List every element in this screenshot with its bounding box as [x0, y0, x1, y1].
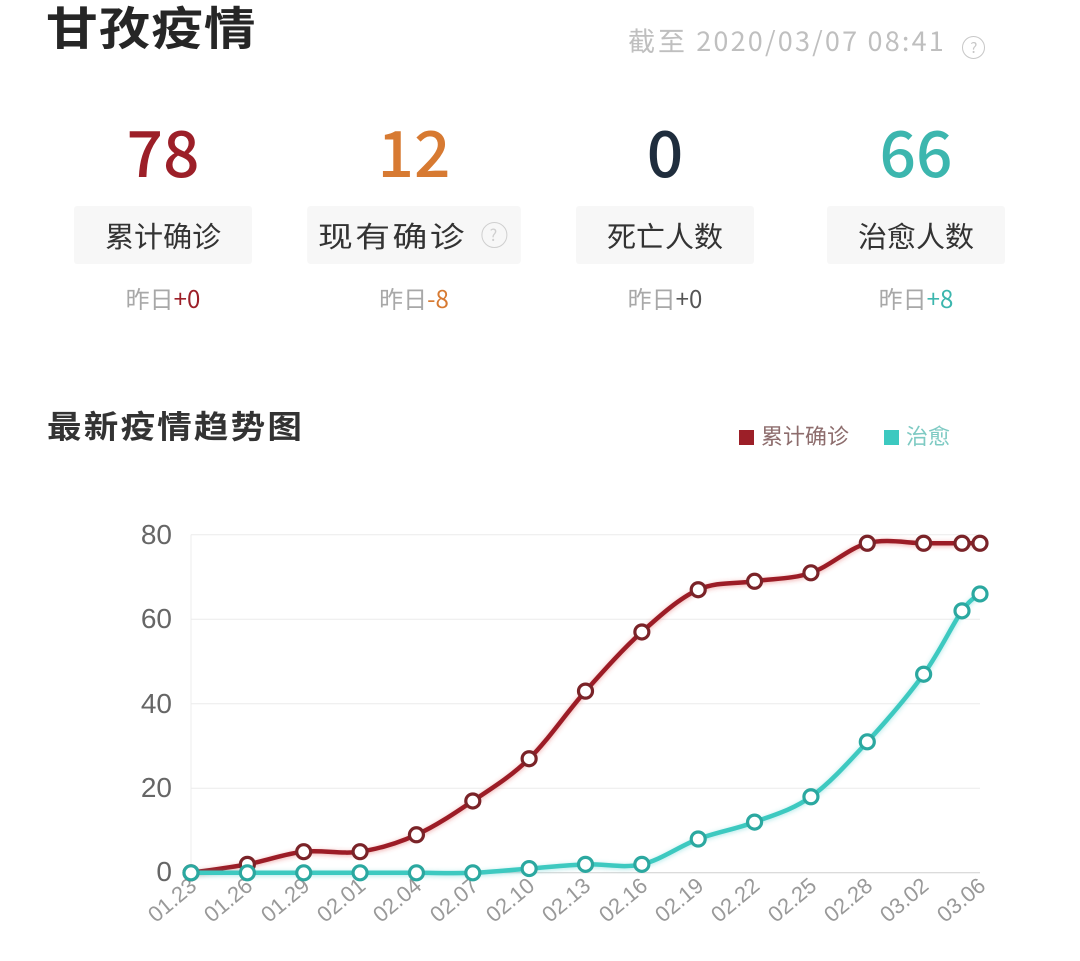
svg-text:02.16: 02.16: [594, 873, 652, 928]
svg-text:02.22: 02.22: [706, 873, 764, 928]
svg-text:02.13: 02.13: [537, 873, 595, 928]
svg-text:80: 80: [141, 520, 172, 550]
svg-text:02.19: 02.19: [650, 873, 708, 928]
svg-text:02.25: 02.25: [763, 873, 821, 928]
svg-text:20: 20: [141, 772, 172, 803]
svg-text:0: 0: [156, 856, 172, 887]
svg-text:03.02: 03.02: [875, 873, 933, 928]
svg-text:03.06: 03.06: [932, 873, 990, 928]
svg-text:02.28: 02.28: [819, 873, 877, 928]
svg-text:40: 40: [141, 688, 172, 719]
svg-text:60: 60: [141, 603, 172, 634]
svg-text:02.10: 02.10: [481, 873, 539, 928]
